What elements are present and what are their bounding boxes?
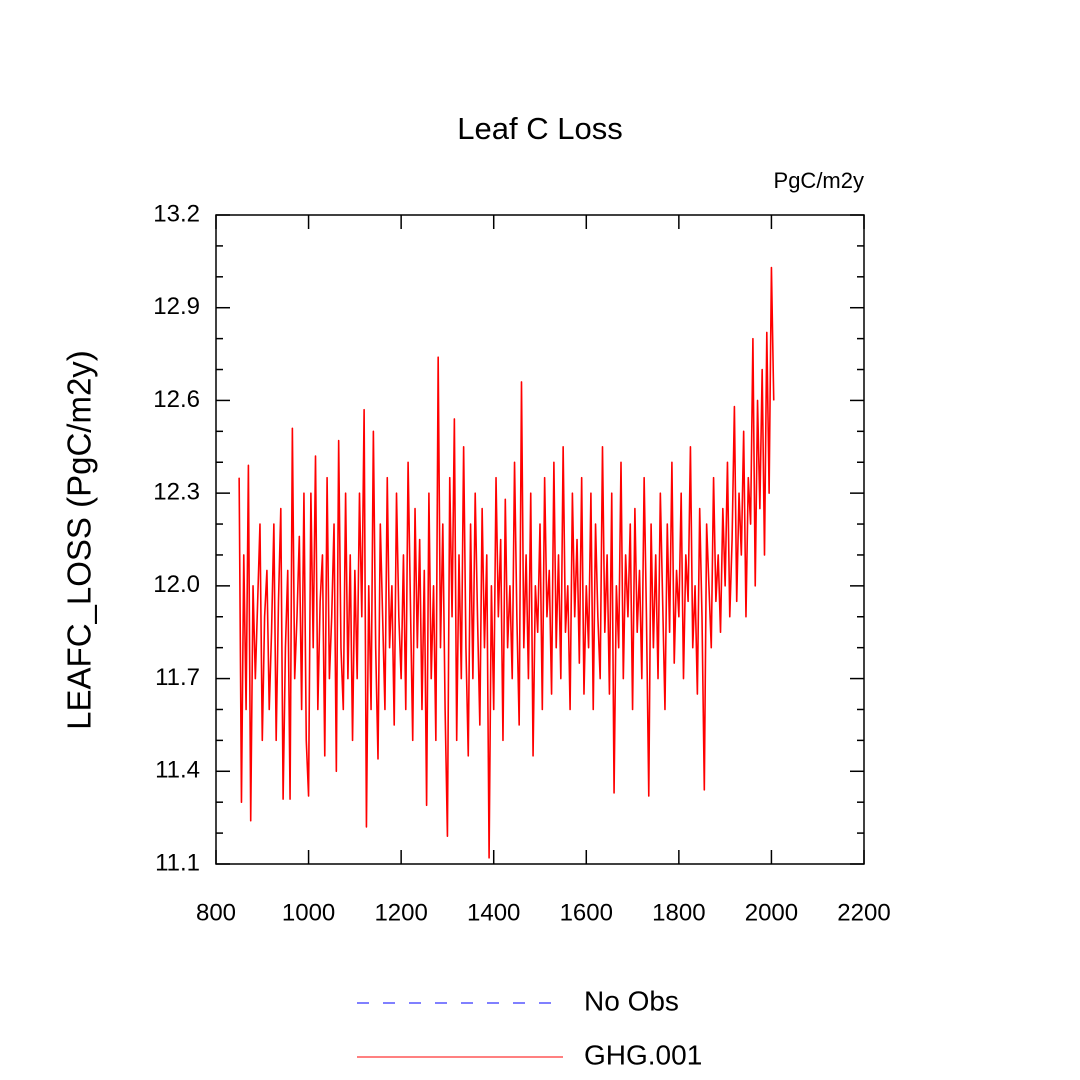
data-line xyxy=(238,266,775,859)
x-tick-label: 2000 xyxy=(745,899,798,926)
x-tick-label: 800 xyxy=(196,899,236,926)
x-tick-label: 1800 xyxy=(652,899,705,926)
units-label: PgC/m2y xyxy=(774,168,864,193)
y-tick-label: 12.6 xyxy=(153,386,200,413)
plot-frame xyxy=(215,214,865,865)
x-tick-label: 1600 xyxy=(560,899,613,926)
y-tick-label: 11.4 xyxy=(155,757,200,784)
legend-label: GHG.001 xyxy=(584,1039,702,1070)
y-tick-label: 12.3 xyxy=(153,478,200,505)
x-tick-label: 1200 xyxy=(374,899,427,926)
y-tick-label: 11.7 xyxy=(155,664,200,691)
y-tick-label: 12.9 xyxy=(153,293,200,320)
legend-label: No Obs xyxy=(584,985,679,1016)
chart-title: Leaf C Loss xyxy=(457,111,622,146)
x-tick-label: 1000 xyxy=(282,899,335,926)
y-tick-label: 13.2 xyxy=(153,200,200,227)
y-axis-label: LEAFC_LOSS (PgC/m2y) xyxy=(61,350,98,730)
x-tick-label: 1400 xyxy=(467,899,520,926)
y-tick-label: 11.1 xyxy=(155,849,200,876)
y-tick-label: 12.0 xyxy=(153,571,200,598)
x-tick-label: 2200 xyxy=(837,899,890,926)
